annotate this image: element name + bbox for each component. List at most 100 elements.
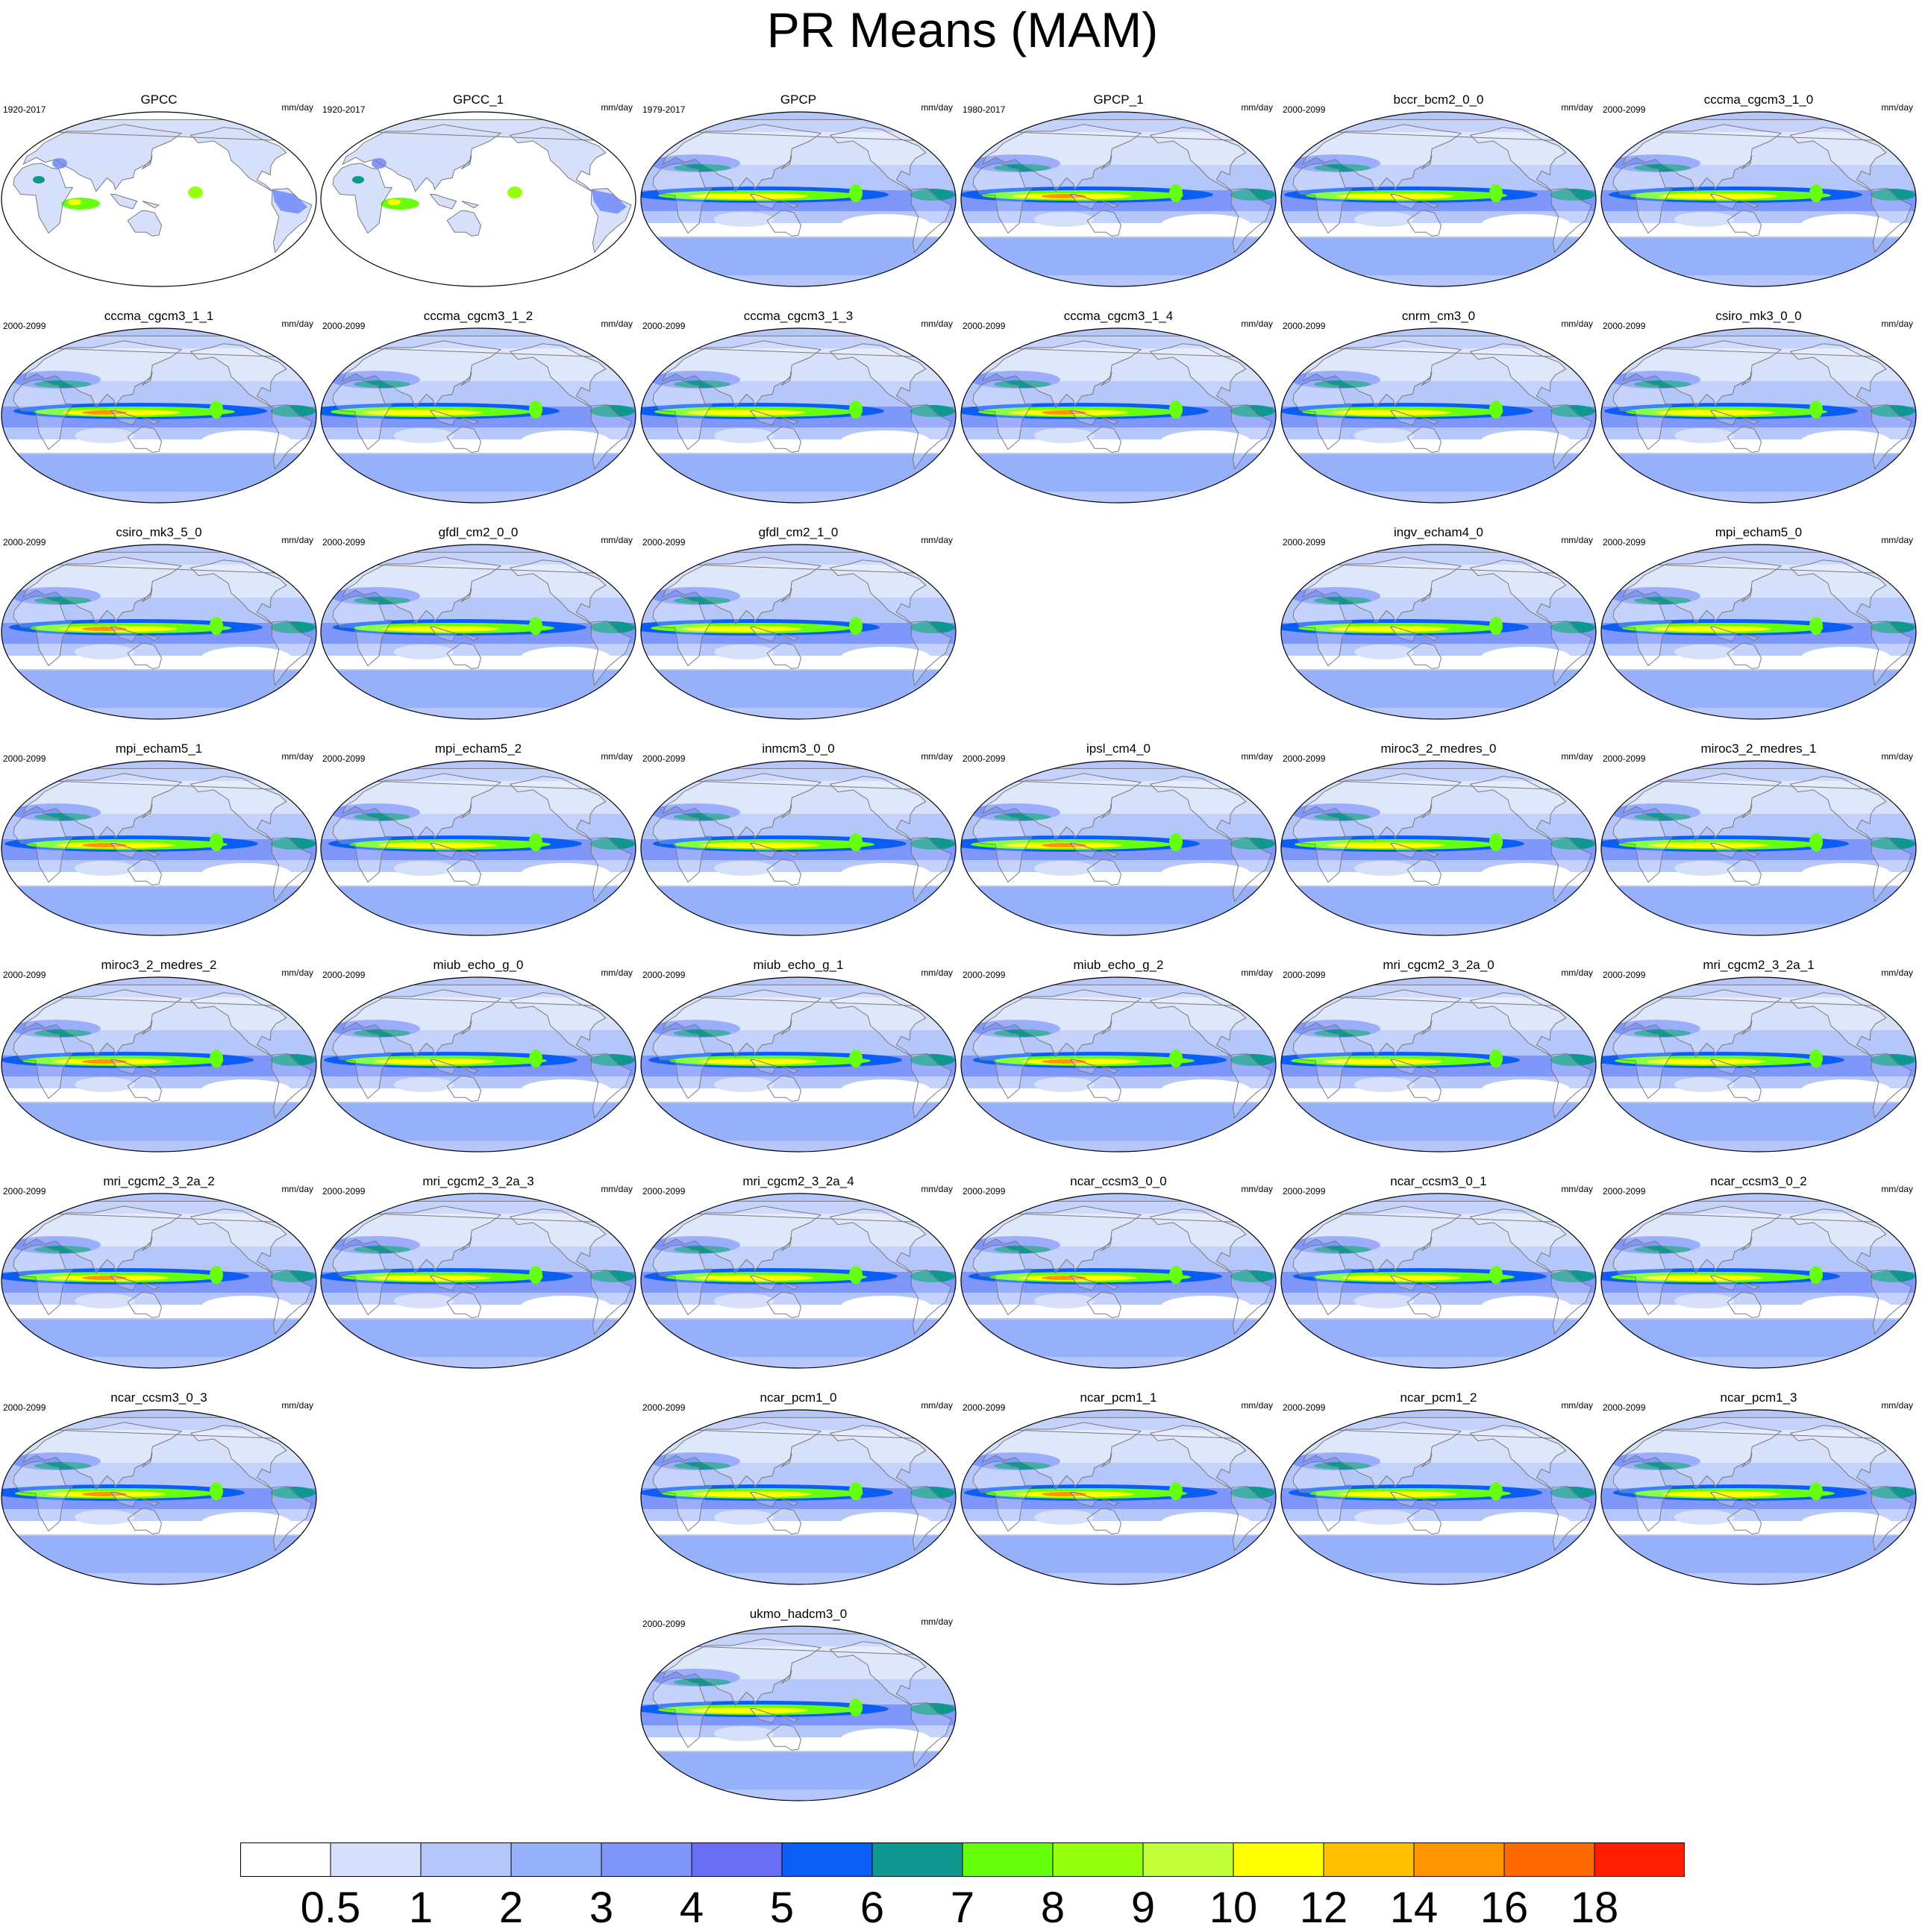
colorbar-swatch <box>1504 1842 1595 1877</box>
precip-map <box>1 1409 317 1585</box>
map-panel-mpi-echam5-1: mpi_echam5_1 2000-2099 mm/day <box>0 741 318 938</box>
panel-period: 2000-2099 <box>1283 321 1326 331</box>
precip-map <box>1280 327 1597 504</box>
panel-units: mm/day <box>921 1400 953 1411</box>
precip-map <box>1 1193 317 1369</box>
panel-title: cccma_cgcm3_1_0 <box>1703 92 1814 107</box>
map-panel-mpi-echam5-2: mpi_echam5_2 2000-2099 mm/day <box>319 741 637 938</box>
panel-period: 2000-2099 <box>3 753 46 764</box>
precip-map <box>320 327 636 504</box>
panel-period: 2000-2099 <box>642 1402 686 1413</box>
colorbar-tick-label: 6 <box>860 1884 885 1932</box>
panel-units: mm/day <box>1561 1400 1593 1411</box>
panel-title: GPCP <box>780 92 817 107</box>
precip-map <box>1 760 317 936</box>
map-panel-ncar-ccsm3-0-0: ncar_ccsm3_0_0 2000-2099 mm/day <box>960 1174 1277 1370</box>
colorbar-tick-label: 8 <box>1040 1884 1065 1932</box>
precip-map <box>1600 111 1917 287</box>
colorbar-swatch <box>1143 1842 1234 1877</box>
panel-units: mm/day <box>281 535 313 545</box>
precip-map <box>960 1193 1277 1369</box>
map-panel-cnrm-cm3-0: cnrm_cm3_0 2000-2099 mm/day <box>1280 309 1597 505</box>
colorbar-swatch <box>601 1842 692 1877</box>
panel-title: miub_echo_g_2 <box>1073 958 1164 972</box>
panel-units: mm/day <box>281 1184 313 1194</box>
panel-units: mm/day <box>1561 967 1593 978</box>
panel-title: ncar_ccsm3_0_2 <box>1710 1174 1807 1188</box>
map-panel-ncar-ccsm3-0-1: ncar_ccsm3_0_1 2000-2099 mm/day <box>1280 1174 1597 1370</box>
precip-map <box>320 111 636 287</box>
panel-title: miub_echo_g_0 <box>433 958 524 972</box>
panel-units: mm/day <box>1241 1184 1273 1194</box>
colorbar-tick-label: 4 <box>679 1884 704 1932</box>
precip-map <box>1280 111 1597 287</box>
panel-title: cnrm_cm3_0 <box>1401 309 1476 323</box>
map-panel-cccma-cgcm3-1-4: cccma_cgcm3_1_4 2000-2099 mm/day <box>960 309 1277 505</box>
precip-map <box>320 1193 636 1369</box>
panel-title: mri_cgcm2_3_2a_2 <box>103 1174 215 1188</box>
panel-units: mm/day <box>1241 102 1273 113</box>
map-panel-miroc3-2-medres-2: miroc3_2_medres_2 2000-2099 mm/day <box>0 958 318 1154</box>
panel-period: 2000-2099 <box>1283 104 1326 115</box>
panel-units: mm/day <box>921 1616 953 1627</box>
colorbar-swatch <box>1233 1842 1324 1877</box>
precip-map <box>1280 1193 1597 1369</box>
map-panel-ncar-pcm1-3: ncar_pcm1_3 2000-2099 mm/day <box>1600 1390 1918 1587</box>
map-panel-gpcp: GPCP 1979-2017 mm/day <box>639 92 957 289</box>
panel-title: gfdl_cm2_0_0 <box>438 525 519 539</box>
panel-period: 2000-2099 <box>642 970 686 980</box>
colorbar-tick-label: 5 <box>769 1884 795 1932</box>
panel-period: 2000-2099 <box>1603 1402 1646 1413</box>
panel-units: mm/day <box>921 751 953 762</box>
map-panel-miroc3-2-medres-0: miroc3_2_medres_0 2000-2099 mm/day <box>1280 741 1597 938</box>
precip-map <box>320 976 636 1152</box>
precip-map <box>1280 544 1597 720</box>
precip-map <box>1600 544 1917 720</box>
panel-period: 2000-2099 <box>322 537 366 548</box>
precip-map <box>640 544 957 720</box>
colorbar-tick-label: 3 <box>589 1884 614 1932</box>
panel-title: cccma_cgcm3_1_4 <box>1063 309 1174 323</box>
panel-period: 2000-2099 <box>1283 1402 1326 1413</box>
precip-map <box>640 1409 957 1585</box>
precip-map <box>1600 1409 1917 1585</box>
panel-period: 2000-2099 <box>3 970 46 980</box>
colorbar-swatch <box>1414 1842 1505 1877</box>
map-panel-csiro-mk3-0-0: csiro_mk3_0_0 2000-2099 mm/day <box>1600 309 1918 505</box>
colorbar-tick-label: 1 <box>408 1884 433 1932</box>
precip-map <box>960 327 1277 504</box>
colorbar-swatch <box>962 1842 1054 1877</box>
panel-units: mm/day <box>601 102 633 113</box>
panel-title: cccma_cgcm3_1_1 <box>104 309 214 323</box>
panel-units: mm/day <box>1561 751 1593 762</box>
panel-units: mm/day <box>1241 1400 1273 1411</box>
panel-title: bccr_bcm2_0_0 <box>1393 92 1484 107</box>
panel-units: mm/day <box>1881 319 1913 329</box>
precip-map <box>1280 760 1597 936</box>
panel-units: mm/day <box>601 751 633 762</box>
panel-title: miub_echo_g_1 <box>753 958 844 972</box>
panel-units: mm/day <box>601 1184 633 1194</box>
colorbar-tick-label: 2 <box>498 1884 524 1932</box>
map-panel-mri-cgcm2-3-2a-3: mri_cgcm2_3_2a_3 2000-2099 mm/day <box>319 1174 637 1370</box>
precip-map <box>640 1625 957 1801</box>
map-panel-ingv-echam4-0: ingv_echam4_0 2000-2099 mm/day <box>1280 525 1597 721</box>
page-title: PR Means (MAM) <box>766 2 1159 57</box>
panel-title: miroc3_2_medres_2 <box>101 958 217 972</box>
panel-units: mm/day <box>1881 102 1913 113</box>
precip-map <box>960 976 1277 1152</box>
map-panel-miub-echo-g-2: miub_echo_g_2 2000-2099 mm/day <box>960 958 1277 1154</box>
colorbar-tick-label: 7 <box>950 1884 975 1932</box>
panel-period: 2000-2099 <box>642 753 686 764</box>
panel-period: 1980-2017 <box>962 104 1006 115</box>
panel-title: csiro_mk3_5_0 <box>116 525 202 539</box>
map-panel-miub-echo-g-0: miub_echo_g_0 2000-2099 mm/day <box>319 958 637 1154</box>
precip-map <box>640 327 957 504</box>
panel-units: mm/day <box>1561 535 1593 545</box>
panel-units: mm/day <box>1881 751 1913 762</box>
precip-map <box>960 111 1277 287</box>
panel-title: ipsl_cm4_0 <box>1086 741 1151 756</box>
panel-title: inmcm3_0_0 <box>762 741 835 756</box>
panel-period: 2000-2099 <box>1283 970 1326 980</box>
map-panel-ncar-pcm1-1: ncar_pcm1_1 2000-2099 mm/day <box>960 1390 1277 1587</box>
